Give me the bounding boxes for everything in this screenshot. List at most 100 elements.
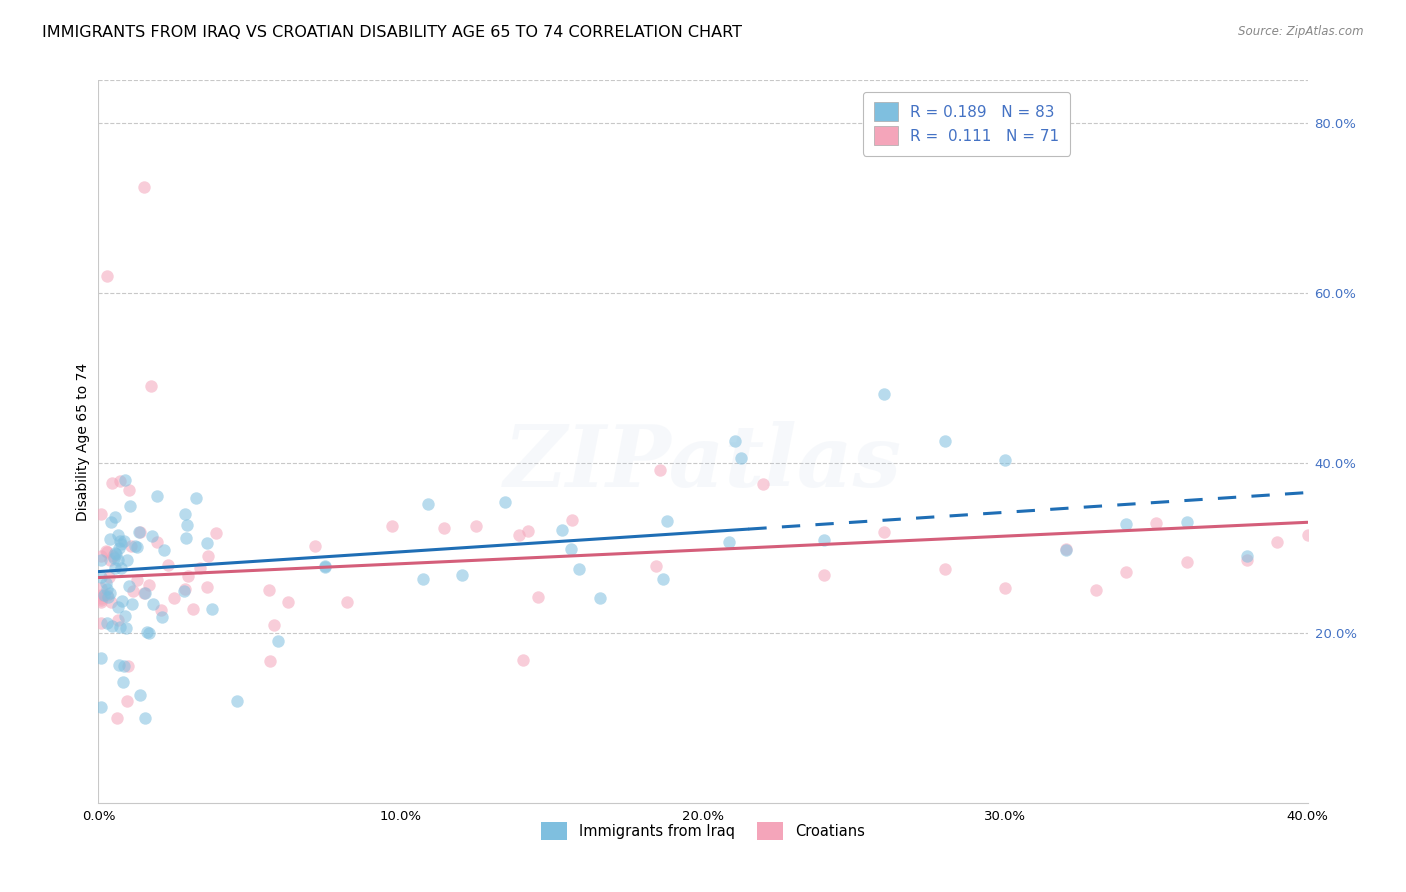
Point <box>142 597 165 611</box>
Point <box>138 578 160 592</box>
Point <box>108 657 131 672</box>
Point <box>134 586 156 600</box>
Point <box>873 525 896 540</box>
Point <box>90 570 112 584</box>
Point <box>136 625 159 640</box>
Point <box>1115 516 1137 531</box>
Point <box>177 569 200 583</box>
Point <box>1267 535 1289 549</box>
Point <box>1115 566 1137 580</box>
Point <box>314 560 336 574</box>
Point <box>90 552 112 566</box>
Point <box>1054 541 1077 556</box>
Point <box>412 572 434 586</box>
Point <box>112 533 135 548</box>
Point <box>110 533 132 548</box>
Point <box>129 525 152 540</box>
Point <box>107 599 129 614</box>
Point <box>267 633 290 648</box>
Point <box>132 586 155 600</box>
Point <box>128 524 150 539</box>
Point <box>118 579 141 593</box>
Point <box>96 544 118 558</box>
Point <box>517 524 540 539</box>
Point <box>127 573 149 587</box>
Point <box>90 595 112 609</box>
Point <box>108 474 131 488</box>
Point <box>1236 553 1258 567</box>
Point <box>1296 528 1319 542</box>
Point <box>105 711 128 725</box>
Point <box>111 594 134 608</box>
Point <box>450 567 472 582</box>
Point <box>650 463 672 477</box>
Point <box>561 513 583 527</box>
Point <box>645 559 668 574</box>
Point <box>110 561 132 575</box>
Point <box>104 546 127 560</box>
Point <box>93 588 115 602</box>
Point <box>121 597 143 611</box>
Point <box>97 590 120 604</box>
Point <box>128 688 150 702</box>
Point <box>150 603 173 617</box>
Point <box>121 584 143 599</box>
Point <box>934 562 956 576</box>
Point <box>551 524 574 538</box>
Point <box>104 547 127 561</box>
Point <box>101 619 124 633</box>
Point <box>114 608 136 623</box>
Point <box>1175 515 1198 529</box>
Point <box>96 268 118 283</box>
Point <box>134 711 156 725</box>
Point <box>117 659 139 673</box>
Point <box>117 553 139 567</box>
Point <box>813 567 835 582</box>
Point <box>730 451 752 466</box>
Point <box>717 534 740 549</box>
Point <box>104 509 127 524</box>
Point <box>1144 516 1167 530</box>
Point <box>156 558 179 572</box>
Point <box>724 434 747 449</box>
Point <box>464 519 486 533</box>
Point <box>163 591 186 605</box>
Point <box>101 549 124 563</box>
Point <box>90 549 112 564</box>
Point <box>568 562 591 576</box>
Point <box>174 507 197 521</box>
Point <box>588 591 610 605</box>
Point <box>101 475 124 490</box>
Point <box>90 593 112 607</box>
Point <box>1175 555 1198 569</box>
Point <box>184 491 207 506</box>
Text: ZIPatlas: ZIPatlas <box>503 421 903 505</box>
Point <box>508 527 530 541</box>
Point <box>314 559 336 574</box>
Point <box>111 674 134 689</box>
Point <box>90 508 112 522</box>
Point <box>107 528 129 542</box>
Point <box>205 526 228 541</box>
Point <box>98 533 121 547</box>
Point <box>934 434 956 448</box>
Point <box>98 585 121 599</box>
Point <box>1054 543 1077 558</box>
Point <box>190 561 212 575</box>
Point <box>432 521 454 535</box>
Point <box>873 387 896 401</box>
Point <box>526 590 548 604</box>
Point <box>110 620 132 634</box>
Point <box>657 514 679 528</box>
Point <box>277 595 299 609</box>
Point <box>335 595 357 609</box>
Point <box>127 540 149 554</box>
Text: IMMIGRANTS FROM IRAQ VS CROATIAN DISABILITY AGE 65 TO 74 CORRELATION CHART: IMMIGRANTS FROM IRAQ VS CROATIAN DISABIL… <box>42 25 742 40</box>
Point <box>1085 582 1108 597</box>
Point <box>107 541 129 555</box>
Point <box>141 528 163 542</box>
Point <box>107 553 129 567</box>
Point <box>90 588 112 602</box>
Point <box>114 473 136 487</box>
Point <box>96 582 118 596</box>
